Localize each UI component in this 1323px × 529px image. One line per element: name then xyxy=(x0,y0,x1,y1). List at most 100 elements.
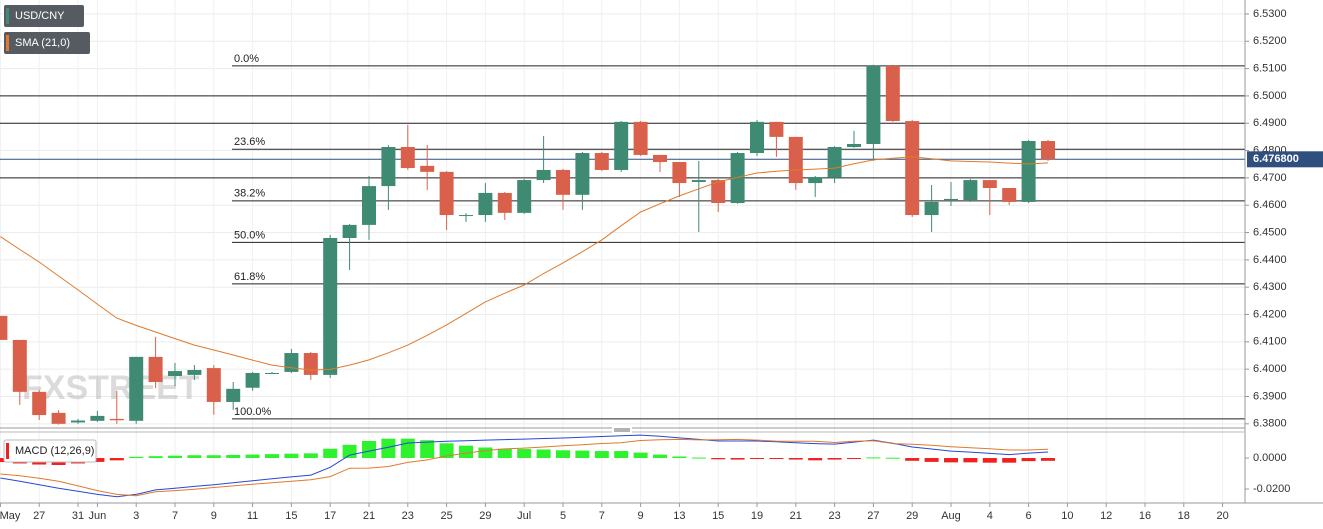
histogram-bar xyxy=(556,450,570,459)
x-tick-label: 3 xyxy=(133,510,139,522)
legend-label: USD/CNY xyxy=(15,10,65,22)
histogram-bar xyxy=(750,458,764,460)
y-tick-label: 6.4300 xyxy=(1253,281,1287,293)
x-tick-label: 15 xyxy=(285,510,297,522)
x-tick-label: 4 xyxy=(987,510,993,522)
histogram-bar xyxy=(614,451,629,459)
fib-label: 50.0% xyxy=(234,229,265,241)
x-tick-label: 7 xyxy=(172,510,178,522)
y-tick-label: 6.4900 xyxy=(1253,117,1287,129)
candle-body xyxy=(614,121,629,170)
histogram-bar xyxy=(672,456,687,459)
histogram-bar xyxy=(400,438,415,459)
histogram-bar xyxy=(362,440,376,459)
y-tick-label: 6.3900 xyxy=(1253,390,1287,402)
y-tick-label: 6.4700 xyxy=(1253,172,1287,184)
histogram-bar xyxy=(303,453,318,459)
histogram-bar xyxy=(517,449,532,459)
x-tick-label: 13 xyxy=(673,510,685,522)
histogram-bar xyxy=(808,458,823,461)
candle-body xyxy=(575,153,590,195)
y-tick-label: 6.3800 xyxy=(1253,418,1287,430)
x-tick-label: 29 xyxy=(479,510,491,522)
legend-swatch xyxy=(6,35,9,51)
candle-body xyxy=(439,171,454,216)
candle-body xyxy=(672,162,687,184)
y-tick-label: -0.0200 xyxy=(1253,483,1290,495)
candle-body xyxy=(594,153,609,170)
x-tick-label: 5 xyxy=(560,510,566,522)
candle-body xyxy=(847,144,861,148)
x-tick-label: 20 xyxy=(1216,510,1228,522)
histogram-bar xyxy=(905,458,920,461)
candle-body xyxy=(750,121,764,154)
histogram-bar xyxy=(575,450,590,459)
legend-box[interactable] xyxy=(3,439,97,463)
histogram-bar xyxy=(265,454,279,459)
histogram-bar xyxy=(1021,458,1036,462)
candle-body xyxy=(808,177,823,184)
y-tick-label: 6.4600 xyxy=(1253,199,1287,211)
x-tick-label: 6 xyxy=(1026,510,1032,522)
y-tick-label: 6.4400 xyxy=(1253,254,1287,266)
candle-body xyxy=(691,180,706,182)
candle-body xyxy=(924,201,939,216)
histogram-bar xyxy=(594,451,609,459)
x-tick-label: Jul xyxy=(517,510,531,522)
histogram-bar xyxy=(168,455,182,459)
histogram-bar xyxy=(497,448,512,459)
candle-body xyxy=(536,169,551,181)
histogram-bar xyxy=(827,458,842,460)
macd-line xyxy=(0,434,1049,498)
candle-body xyxy=(982,180,997,188)
x-tick-label: 17 xyxy=(324,510,336,522)
histogram-bar xyxy=(847,458,861,460)
histogram-bar xyxy=(109,458,124,461)
histogram-bar xyxy=(90,458,105,462)
candle-body xyxy=(32,391,47,416)
candle-body xyxy=(944,198,958,201)
fib-label: 61.8% xyxy=(234,271,265,283)
candle-body xyxy=(556,169,570,195)
y-tick-label: 6.5300 xyxy=(1253,8,1287,20)
candle-body xyxy=(866,65,881,145)
candle-body xyxy=(827,147,842,178)
candle-body xyxy=(517,180,532,213)
candle-body xyxy=(226,388,241,402)
x-tick-label: 9 xyxy=(638,510,644,522)
x-tick-label: 18 xyxy=(1178,510,1190,522)
x-tick-label: Aug xyxy=(941,510,961,522)
candle-body xyxy=(381,147,396,187)
y-tick-label: 6.5100 xyxy=(1253,62,1287,74)
histogram-bar xyxy=(711,458,726,460)
handle-bg xyxy=(612,427,632,433)
x-tick-label: May xyxy=(0,510,21,522)
histogram-bar xyxy=(439,443,454,459)
x-tick-label: 15 xyxy=(712,510,724,522)
candle-body xyxy=(0,315,8,340)
legend-box[interactable] xyxy=(4,32,90,54)
candle-body xyxy=(90,415,105,421)
histogram-bar xyxy=(1041,458,1055,461)
legend-swatch xyxy=(6,8,9,24)
x-tick-label: 11 xyxy=(247,510,258,522)
histogram-bar xyxy=(245,454,260,459)
candle-body xyxy=(400,147,415,169)
histogram-bar xyxy=(924,458,939,462)
histogram-bar xyxy=(1002,458,1017,463)
legend-box[interactable] xyxy=(4,5,84,27)
x-tick-label: 25 xyxy=(440,510,452,522)
candle-body xyxy=(323,238,338,375)
histogram-bar xyxy=(420,440,435,459)
candle-body xyxy=(168,371,182,376)
x-tick-label: 23 xyxy=(402,510,414,522)
histogram-bar xyxy=(982,458,997,463)
histogram-bar xyxy=(342,444,357,459)
resize-handle[interactable] xyxy=(612,427,632,433)
macd-line xyxy=(0,438,1049,497)
histogram-bar xyxy=(633,452,648,459)
histogram-bar xyxy=(284,453,299,459)
candle-body xyxy=(362,186,376,225)
